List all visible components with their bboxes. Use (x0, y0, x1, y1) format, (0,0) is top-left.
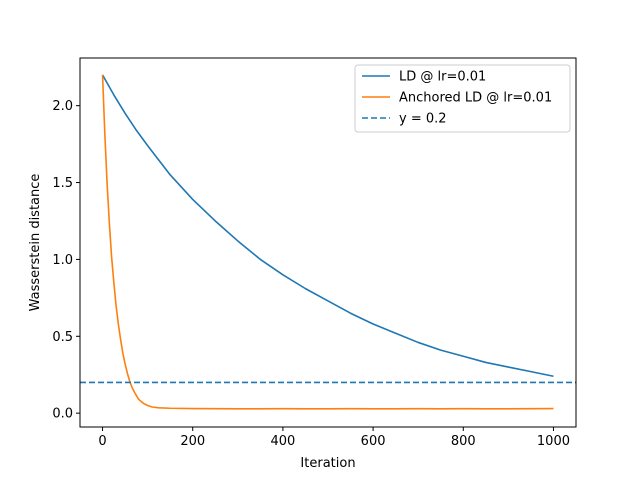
y-tick-label: 2.0 (52, 99, 73, 114)
x-axis-label: Iteration (300, 456, 355, 471)
series-line-1 (101, 74, 554, 410)
x-tick-label: 400 (270, 434, 295, 449)
x-tick-label: 600 (361, 434, 386, 449)
series-layer (80, 74, 576, 410)
legend-entry: Anchored LD @ lr=0.01 (399, 91, 552, 106)
x-tick-label: 200 (180, 434, 205, 449)
legend-box (354, 64, 571, 133)
y-axis-label: Wasserstein distance (28, 174, 43, 312)
x-tick-label: 0 (98, 434, 106, 449)
x-tick-label: 1000 (537, 434, 570, 449)
legend-entry: LD @ lr=0.01 (399, 70, 486, 85)
series-line-0 (101, 74, 554, 378)
legend-entry: y = 0.2 (399, 112, 447, 127)
y-tick-label: 0.5 (52, 330, 73, 345)
axes-frame (79, 57, 577, 428)
y-tick-label: 1.0 (52, 253, 73, 268)
y-axis: 0.0 0.5 1.0 1.5 2.0 (52, 99, 80, 422)
y-tick-label: 1.5 (52, 176, 73, 191)
legend: LD @ lr=0.01 Anchored LD @ lr=0.01 y = 0.2 (354, 64, 571, 133)
y-tick-label: 0.0 (52, 407, 73, 422)
x-axis: 0 200 400 600 800 1000 (98, 427, 570, 449)
x-tick-label: 800 (451, 434, 476, 449)
